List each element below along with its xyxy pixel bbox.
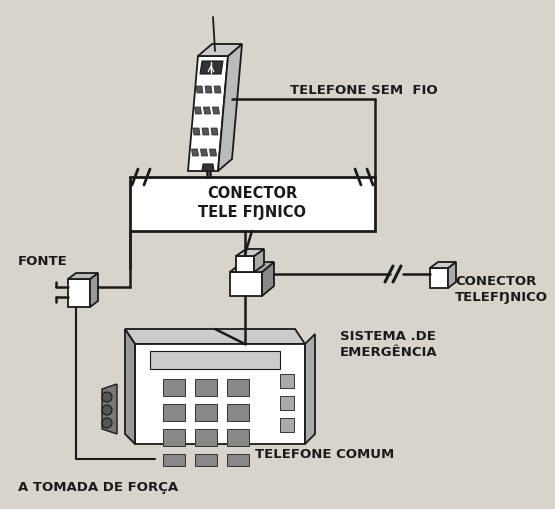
Polygon shape — [202, 129, 209, 136]
Polygon shape — [213, 108, 219, 115]
Polygon shape — [262, 263, 274, 296]
Polygon shape — [205, 87, 212, 94]
Text: TELEFONE COMUM: TELEFONE COMUM — [255, 447, 394, 461]
Polygon shape — [90, 273, 98, 307]
Polygon shape — [305, 334, 315, 444]
Text: FONTE: FONTE — [18, 255, 68, 268]
Polygon shape — [193, 129, 200, 136]
Polygon shape — [218, 45, 242, 172]
Polygon shape — [236, 257, 254, 272]
Polygon shape — [202, 165, 214, 172]
Bar — [163, 429, 185, 446]
Bar — [280, 374, 294, 388]
Polygon shape — [102, 384, 117, 434]
Text: A TOMADA DE FORÇA: A TOMADA DE FORÇA — [18, 480, 178, 494]
Bar — [280, 418, 294, 432]
Bar — [195, 454, 217, 466]
Circle shape — [102, 418, 112, 428]
Polygon shape — [200, 150, 208, 157]
Bar — [227, 379, 249, 396]
Circle shape — [102, 392, 112, 402]
Polygon shape — [211, 129, 218, 136]
Polygon shape — [68, 273, 98, 279]
Bar — [130, 178, 375, 232]
Bar — [227, 404, 249, 421]
Polygon shape — [188, 57, 228, 172]
Polygon shape — [204, 108, 210, 115]
Polygon shape — [191, 150, 199, 157]
Polygon shape — [194, 108, 201, 115]
Text: SISTEMA .DE
EMERGÊNCIA: SISTEMA .DE EMERGÊNCIA — [340, 329, 438, 358]
Polygon shape — [430, 268, 448, 289]
Polygon shape — [230, 263, 274, 272]
Bar — [163, 379, 185, 396]
Polygon shape — [214, 87, 221, 94]
Polygon shape — [448, 263, 456, 289]
Text: CONECTOR
TELEFŊNICO: CONECTOR TELEFŊNICO — [455, 274, 548, 303]
Polygon shape — [430, 263, 456, 268]
Polygon shape — [198, 45, 242, 57]
Polygon shape — [254, 249, 264, 272]
Text: CONECTOR
TELE FŊNICO: CONECTOR TELE FŊNICO — [199, 186, 306, 219]
Bar — [227, 429, 249, 446]
Bar — [150, 351, 280, 369]
Bar — [195, 404, 217, 421]
Polygon shape — [209, 150, 216, 157]
Polygon shape — [196, 87, 203, 94]
Text: TELEFONE SEM  FIO: TELEFONE SEM FIO — [290, 83, 438, 96]
Polygon shape — [125, 329, 135, 444]
Bar — [195, 429, 217, 446]
Polygon shape — [68, 279, 90, 307]
Bar — [163, 454, 185, 466]
Bar — [195, 379, 217, 396]
Bar — [227, 454, 249, 466]
Bar — [163, 404, 185, 421]
Circle shape — [102, 405, 112, 415]
Bar — [280, 396, 294, 410]
Polygon shape — [200, 62, 223, 75]
Polygon shape — [125, 329, 305, 344]
Polygon shape — [135, 344, 305, 444]
Polygon shape — [230, 272, 262, 296]
Polygon shape — [236, 249, 264, 257]
